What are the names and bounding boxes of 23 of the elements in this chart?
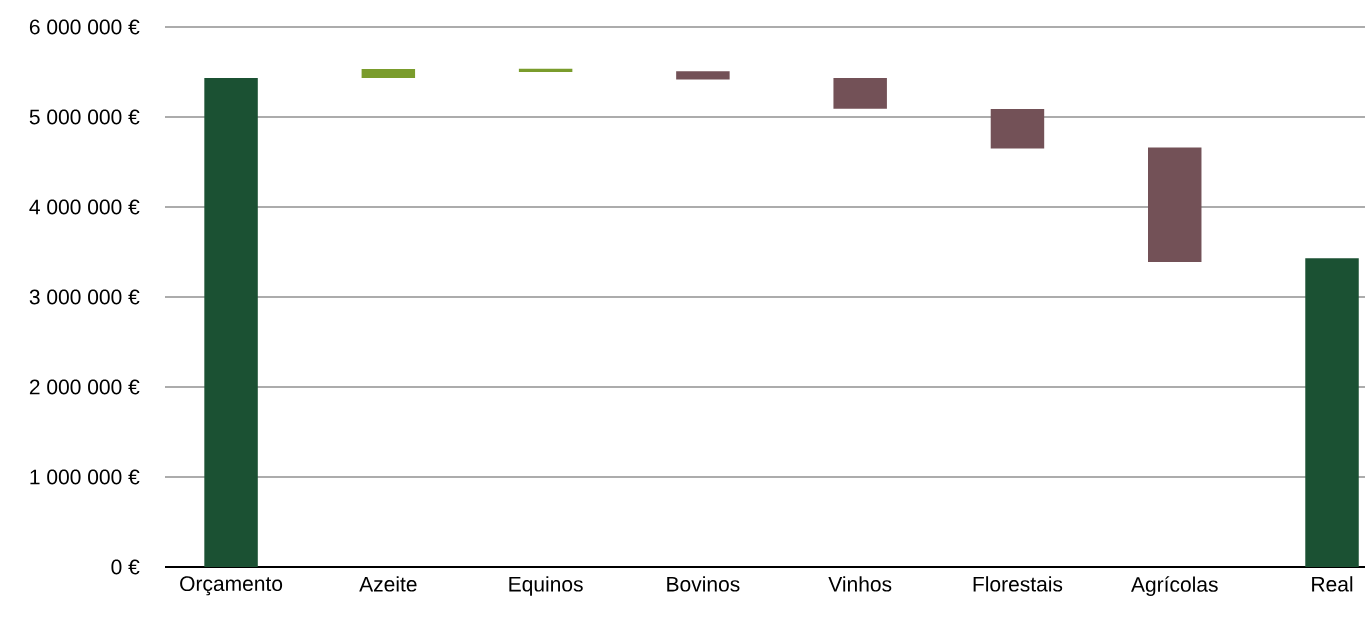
- x-tick-label: Vinhos: [828, 576, 892, 592]
- bar: [361, 69, 416, 79]
- x-tick-label: Orçamento: [180, 576, 283, 596]
- bar: [990, 108, 1045, 149]
- y-tick-label: 2 000 000 €: [29, 379, 140, 395]
- bar: [1305, 258, 1359, 567]
- y-tick-label: 3 000 000 €: [29, 289, 140, 305]
- bar: [833, 78, 887, 109]
- y-tick-label: 0 €: [111, 559, 140, 575]
- y-tick-label: 4 000 000 €: [29, 199, 140, 215]
- x-tick-label: Azeite: [359, 576, 417, 592]
- y-tick-label: 6 000 000 €: [29, 19, 140, 35]
- bar: [518, 68, 573, 72]
- y-tick-label: 1 000 000 €: [30, 469, 140, 485]
- y-tick-label: 5 000 000 €: [29, 109, 140, 125]
- bar: [1148, 147, 1202, 262]
- x-tick-label: Florestais: [973, 576, 1063, 592]
- bar: [676, 71, 730, 80]
- bar: [204, 78, 258, 567]
- x-tick-label: Agrícolas: [1131, 576, 1218, 597]
- x-tick-label: Equinos: [509, 576, 583, 596]
- x-tick-label: Bovinos: [667, 576, 740, 592]
- x-tick-label: Real: [1312, 576, 1353, 592]
